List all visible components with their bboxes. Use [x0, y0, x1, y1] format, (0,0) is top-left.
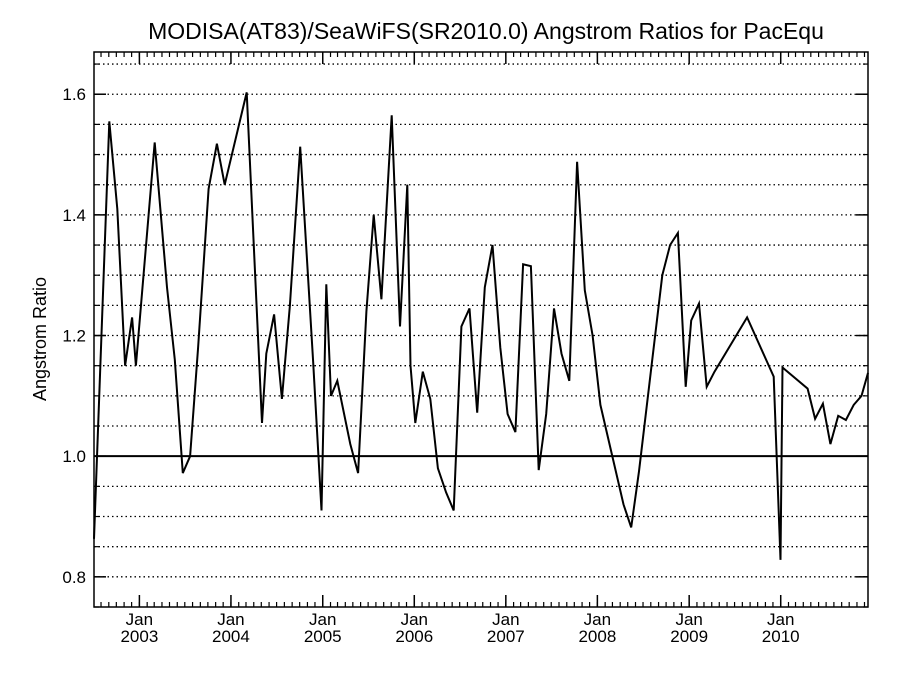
- y-tick-label: 1.6: [62, 85, 86, 104]
- x-tick-year-label: 2009: [670, 627, 708, 646]
- x-tick-year-label: 2005: [304, 627, 342, 646]
- series-group: [93, 92, 869, 560]
- chart-title: MODISA(AT83)/SeaWiFS(SR2010.0) Angstrom …: [148, 18, 824, 44]
- x-tick-month-label: Jan: [492, 610, 519, 629]
- x-tick-year-label: 2003: [120, 627, 158, 646]
- x-tick-month-label: Jan: [217, 610, 244, 629]
- x-tick-year-label: 2008: [578, 627, 616, 646]
- x-tick-month-label: Jan: [126, 610, 153, 629]
- y-axis-label: Angstrom Ratio: [30, 277, 50, 401]
- x-tick-year-label: 2004: [212, 627, 250, 646]
- x-tick-month-label: Jan: [675, 610, 702, 629]
- axes-group: [93, 51, 869, 608]
- x-tick-month-label: Jan: [309, 610, 336, 629]
- gridlines: [94, 63, 868, 578]
- x-tick-year-label: 2007: [487, 627, 525, 646]
- x-tick-month-label: Jan: [584, 610, 611, 629]
- x-tick-year-label: 2010: [762, 627, 800, 646]
- x-tick-month-label: Jan: [767, 610, 794, 629]
- y-tick-label: 1.2: [62, 327, 86, 346]
- x-ticks-group: Jan2003Jan2004Jan2005Jan2006Jan2007Jan20…: [100, 52, 866, 646]
- series-line: [93, 92, 869, 560]
- y-tick-label: 1.4: [62, 206, 86, 225]
- y-tick-label: 1.0: [62, 447, 86, 466]
- plot-frame: [93, 51, 869, 608]
- x-tick-month-label: Jan: [401, 610, 428, 629]
- x-tick-year-label: 2006: [395, 627, 433, 646]
- y-ticks-group: 0.8 1.0 1.2 1.4 1.6: [62, 63, 868, 608]
- y-tick-label: 0.8: [62, 568, 86, 587]
